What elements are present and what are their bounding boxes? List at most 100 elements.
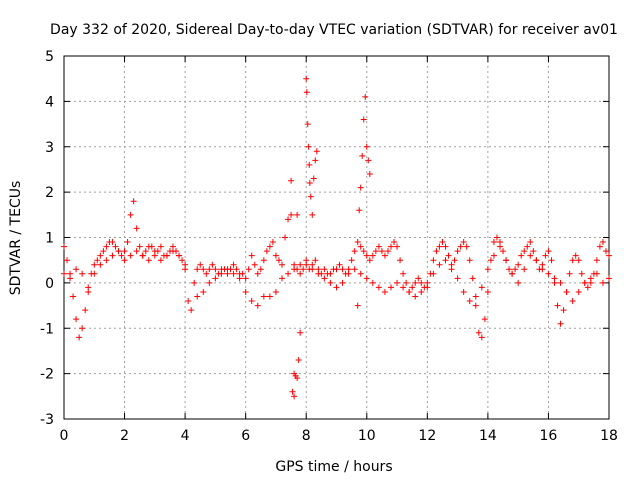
data-point: [209, 261, 216, 268]
data-point: [566, 270, 573, 277]
data-point: [512, 266, 519, 273]
data-point: [82, 307, 89, 314]
data-point: [269, 239, 276, 246]
data-point: [313, 148, 320, 155]
data-point: [282, 234, 289, 241]
data-point: [185, 298, 192, 305]
data-point: [484, 266, 491, 273]
x-tick-label: 2: [120, 428, 129, 444]
data-point: [554, 302, 561, 309]
data-point: [378, 248, 385, 255]
data-point: [360, 116, 367, 123]
data-point: [133, 225, 140, 232]
data-point: [569, 298, 576, 305]
data-point: [133, 248, 140, 255]
data-point: [70, 293, 77, 300]
data-point: [345, 270, 352, 277]
data-point: [100, 248, 107, 255]
grid-lines: [64, 56, 609, 419]
data-point: [61, 243, 67, 250]
y-tick-label: 3: [45, 140, 54, 156]
data-point: [254, 270, 261, 277]
data-point: [272, 252, 279, 259]
data-point: [460, 288, 467, 295]
data-point: [596, 243, 603, 250]
data-point: [518, 252, 525, 259]
data-point: [182, 261, 189, 268]
data-point: [272, 288, 279, 295]
data-point: [97, 261, 104, 268]
data-point: [112, 243, 119, 250]
x-tick-label: 14: [479, 428, 497, 444]
data-point: [503, 257, 510, 264]
y-tick-label: -1: [40, 321, 54, 337]
data-point: [593, 270, 600, 277]
data-point: [478, 334, 485, 341]
data-point: [260, 293, 267, 300]
data-point: [357, 184, 364, 191]
data-point: [200, 266, 207, 273]
y-tick-label: -3: [40, 412, 54, 428]
data-point: [451, 257, 458, 264]
data-point: [103, 257, 110, 264]
data-point: [388, 243, 394, 250]
data-point: [581, 279, 588, 286]
y-tick-label: 0: [45, 276, 54, 292]
data-point: [515, 279, 522, 286]
data-point: [109, 252, 116, 259]
data-point: [381, 252, 388, 259]
data-point: [218, 270, 225, 277]
data-point: [64, 257, 71, 264]
data-point: [157, 243, 164, 250]
data-point: [200, 288, 207, 295]
data-point: [524, 243, 531, 250]
data-point: [303, 75, 310, 82]
data-point: [551, 275, 558, 282]
data-point: [76, 334, 83, 341]
data-point: [115, 248, 122, 255]
data-point: [79, 325, 86, 332]
data-point: [289, 388, 296, 395]
data-point: [279, 275, 285, 282]
data-point: [606, 252, 612, 259]
data-point: [194, 293, 201, 300]
data-point: [310, 175, 317, 182]
data-point: [170, 248, 176, 255]
data-point: [351, 266, 358, 273]
data-point: [548, 257, 555, 264]
data-point: [545, 270, 552, 277]
data-point: [593, 257, 600, 264]
data-point: [121, 248, 128, 255]
data-point: [448, 266, 455, 273]
data-point: [288, 177, 295, 184]
data-point: [306, 161, 313, 168]
data-point: [127, 211, 134, 218]
x-tick-label: 16: [540, 428, 558, 444]
data-point: [575, 257, 582, 264]
data-point: [356, 207, 363, 214]
data-point: [360, 248, 367, 255]
data-point: [375, 243, 382, 250]
data-point: [197, 261, 204, 268]
data-point: [321, 266, 328, 273]
data-point: [327, 279, 334, 286]
data-point: [327, 270, 334, 277]
data-point: [254, 302, 261, 309]
data-point: [312, 257, 319, 264]
x-tick-label: 18: [600, 428, 618, 444]
data-point: [469, 275, 476, 282]
data-point: [533, 257, 540, 264]
data-point: [294, 211, 301, 218]
data-point: [515, 261, 522, 268]
data-point: [94, 257, 101, 264]
data-point: [263, 248, 270, 255]
data-point: [176, 252, 183, 259]
data-point: [248, 252, 255, 259]
data-point: [436, 261, 443, 268]
data-point: [606, 275, 612, 282]
data-point: [145, 257, 152, 264]
data-point: [309, 266, 316, 273]
data-point: [575, 288, 582, 295]
x-tick-label: 4: [181, 428, 190, 444]
data-point: [285, 270, 292, 277]
